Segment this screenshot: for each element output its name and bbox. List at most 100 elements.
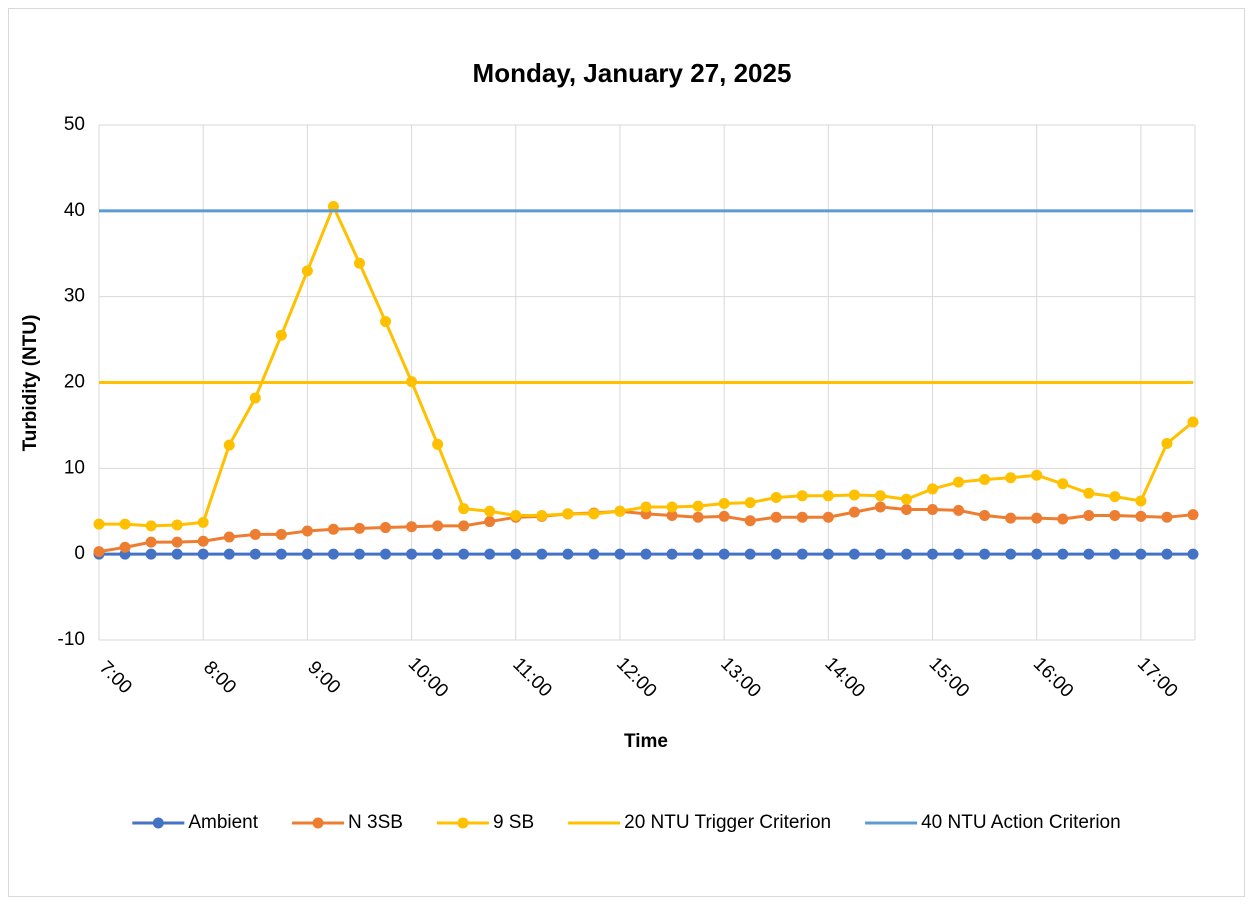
data-point [327, 523, 339, 535]
data-point [327, 201, 339, 213]
data-point [119, 541, 131, 553]
data-point [145, 536, 157, 548]
data-point [1057, 548, 1069, 560]
legend-item: 9 SB [436, 812, 534, 833]
legend-item: Ambient [132, 812, 259, 833]
chart-border [8, 8, 1245, 897]
data-point [953, 548, 965, 560]
data-point [484, 548, 496, 560]
data-point [249, 392, 261, 404]
data-point [953, 504, 965, 516]
data-point [1135, 510, 1147, 522]
data-point [848, 548, 860, 560]
data-point [223, 439, 235, 451]
data-point [1187, 509, 1199, 521]
data-point [770, 511, 782, 523]
y-axis-label: Turbidity (NTU) [20, 315, 41, 452]
data-point [588, 508, 600, 520]
data-point [1109, 491, 1121, 503]
data-point [874, 501, 886, 513]
data-point [848, 489, 860, 501]
legend-label: Ambient [188, 812, 258, 833]
data-point [640, 548, 652, 560]
data-point [1057, 513, 1069, 525]
x-axis-label: Time [624, 731, 668, 752]
data-point [1005, 548, 1017, 560]
data-point [822, 548, 834, 560]
data-point [614, 505, 626, 517]
data-point [484, 505, 496, 517]
data-point [770, 548, 782, 560]
data-point [458, 548, 470, 560]
data-point [900, 548, 912, 560]
data-point [692, 548, 704, 560]
data-point [458, 520, 470, 532]
y-tick-label: 50 [64, 114, 85, 135]
data-point [1005, 512, 1017, 524]
data-point [874, 490, 886, 502]
data-point [718, 498, 730, 510]
data-point [197, 548, 209, 560]
data-point [432, 438, 444, 450]
data-point [692, 500, 704, 512]
data-point [796, 548, 808, 560]
data-point [1161, 511, 1173, 523]
data-point [353, 548, 365, 560]
data-point [536, 548, 548, 560]
data-point [1031, 548, 1043, 560]
data-point [484, 516, 496, 528]
data-point [197, 535, 209, 547]
legend-marker [312, 817, 324, 829]
data-point [93, 518, 105, 530]
data-point [953, 476, 965, 488]
data-point [744, 548, 756, 560]
data-point [275, 528, 287, 540]
data-point [353, 257, 365, 269]
legend-item: N 3SB [292, 812, 403, 833]
data-point [666, 548, 678, 560]
data-point [380, 522, 392, 534]
data-point [1005, 472, 1017, 484]
data-point [979, 473, 991, 485]
data-point [301, 548, 313, 560]
data-point [796, 511, 808, 523]
chart-title: Monday, January 27, 2025 [473, 58, 792, 88]
data-point [171, 519, 183, 531]
data-point [353, 522, 365, 534]
data-point [744, 515, 756, 527]
data-point [927, 548, 939, 560]
y-tick-label: 40 [64, 200, 85, 221]
data-point [822, 490, 834, 502]
data-point [249, 548, 261, 560]
data-point [301, 525, 313, 537]
data-point [796, 490, 808, 502]
data-point [979, 548, 991, 560]
data-point [666, 501, 678, 513]
legend-label: 40 NTU Action Criterion [921, 812, 1121, 833]
data-point [1109, 510, 1121, 522]
data-point [640, 501, 652, 513]
data-point [380, 548, 392, 560]
legend: Ambient N 3SB 9 SB 20 NTU Trigger Criterion… [132, 812, 1121, 833]
data-point [666, 510, 678, 522]
y-tick-label: 20 [64, 372, 85, 393]
data-point [1187, 416, 1199, 428]
data-point [927, 504, 939, 516]
legend-item: 20 NTU Trigger Criterion [568, 812, 831, 833]
data-point [510, 548, 522, 560]
data-point [223, 548, 235, 560]
data-point [380, 316, 392, 328]
data-point [145, 548, 157, 560]
legend-marker [457, 817, 469, 829]
data-point [1135, 495, 1147, 507]
data-point [197, 516, 209, 528]
data-point [171, 548, 183, 560]
data-point [93, 546, 105, 558]
data-point [1057, 478, 1069, 490]
data-point [510, 510, 522, 522]
data-point [614, 548, 626, 560]
data-point [145, 520, 157, 532]
data-point [1083, 510, 1095, 522]
data-point [406, 521, 418, 533]
data-point [770, 492, 782, 504]
